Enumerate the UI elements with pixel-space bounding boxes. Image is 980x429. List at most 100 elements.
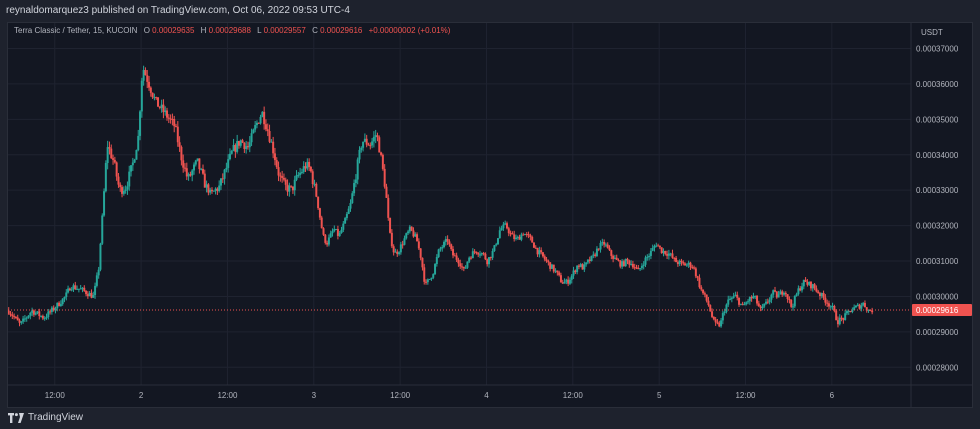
candle-body xyxy=(534,247,537,249)
candle-body xyxy=(423,267,426,282)
y-tick-label: 0.00034000 xyxy=(916,151,959,160)
candle-body xyxy=(567,279,570,284)
candle-body xyxy=(11,314,14,317)
candle-body xyxy=(439,248,442,250)
candle-body xyxy=(290,185,293,187)
candle-body xyxy=(817,291,820,294)
candle-body xyxy=(324,234,327,243)
candle-body xyxy=(327,237,330,245)
candle-body xyxy=(425,281,428,283)
candle-body xyxy=(667,253,670,256)
candle-body xyxy=(333,229,336,232)
candle-body xyxy=(860,305,863,309)
candle-body xyxy=(43,318,46,320)
candle-body xyxy=(398,252,401,255)
candle-body xyxy=(162,104,165,113)
candle-body xyxy=(815,288,818,292)
candle-body xyxy=(221,178,224,180)
candle-body xyxy=(374,135,377,137)
candle-body xyxy=(721,313,724,321)
candle-body xyxy=(747,301,750,303)
x-tick-label: 2 xyxy=(139,391,144,400)
candle-body xyxy=(130,165,133,172)
candle-body xyxy=(173,119,176,127)
candle-body xyxy=(40,315,43,317)
candle-body xyxy=(738,297,741,305)
candle-body xyxy=(646,256,649,258)
candle-body xyxy=(198,158,201,170)
candle-body xyxy=(653,246,656,248)
candle-body xyxy=(752,296,755,299)
candle-body xyxy=(38,311,41,316)
candle-body xyxy=(793,295,796,307)
candle-body xyxy=(479,254,482,256)
candle-body xyxy=(49,311,52,313)
candle-body xyxy=(657,245,660,247)
candle-body xyxy=(829,306,832,308)
candle-body xyxy=(234,145,237,152)
candle-body xyxy=(351,193,354,204)
candle-body xyxy=(273,153,276,161)
candle-body xyxy=(237,141,240,146)
candle-body xyxy=(326,242,329,245)
candle-body xyxy=(471,251,474,259)
candle-body xyxy=(331,231,334,234)
candle-body xyxy=(824,297,827,303)
open-value: 0.00029635 xyxy=(152,26,195,35)
candle-body xyxy=(218,185,221,192)
candle-body xyxy=(685,264,688,266)
candle-body xyxy=(862,302,865,306)
candle-body xyxy=(264,124,267,130)
candle-body xyxy=(644,257,647,265)
chart-panel[interactable]: 0.00029616 USDT 0.00037000 0.00036000 0.00… xyxy=(7,22,973,408)
candle-body xyxy=(730,297,733,299)
candle-body xyxy=(365,138,368,145)
candle-body xyxy=(153,97,156,99)
candle-body xyxy=(243,142,246,149)
candle-body xyxy=(736,294,739,298)
candle-body xyxy=(85,290,88,295)
y-tick-label: 0.00029000 xyxy=(916,328,959,337)
candle-body xyxy=(806,281,809,285)
candle-body xyxy=(385,186,388,198)
candle-body xyxy=(390,232,393,247)
candle-body xyxy=(419,248,422,258)
candle-body xyxy=(529,235,532,237)
candle-body xyxy=(624,258,627,267)
candle-body xyxy=(149,87,152,93)
candle-body xyxy=(16,317,19,321)
candle-body xyxy=(133,159,136,163)
candle-body xyxy=(698,277,701,288)
candle-body xyxy=(101,215,104,244)
candle-body xyxy=(836,320,839,325)
candle-body xyxy=(480,253,483,255)
candle-body xyxy=(313,183,316,185)
tradingview-brand[interactable]: TradingView xyxy=(8,412,83,423)
candle-body xyxy=(558,272,561,276)
candle-body xyxy=(279,175,282,177)
candle-body xyxy=(585,262,588,265)
candle-body xyxy=(272,141,275,154)
close-value: 0.00029616 xyxy=(320,26,363,35)
candle-body xyxy=(541,252,544,257)
candle-body xyxy=(392,246,395,253)
candle-body xyxy=(203,173,206,188)
candle-body xyxy=(115,162,118,177)
candle-body xyxy=(225,167,228,170)
candle-body xyxy=(707,300,710,306)
candle-body xyxy=(277,167,280,176)
candle-body xyxy=(131,162,134,166)
candle-body xyxy=(613,257,616,259)
candle-body xyxy=(712,316,715,320)
candle-body xyxy=(621,261,624,267)
candle-body xyxy=(281,176,284,178)
candle-body xyxy=(799,288,802,291)
candle-body xyxy=(684,263,687,266)
candle-body xyxy=(112,158,115,160)
candle-body xyxy=(680,260,683,262)
candle-body xyxy=(408,226,411,232)
candlestick-chart[interactable]: 0.00029616 USDT 0.00037000 0.00036000 0.00… xyxy=(8,23,972,407)
candle-body xyxy=(606,244,609,249)
candle-body xyxy=(633,267,636,269)
candle-body xyxy=(473,251,476,253)
